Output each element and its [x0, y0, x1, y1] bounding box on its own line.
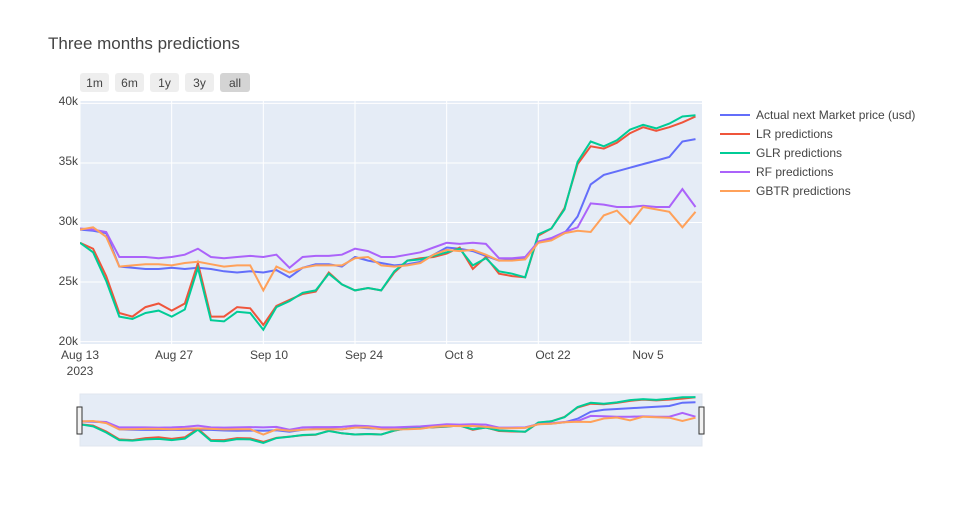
x-tick-label: Nov 5	[632, 348, 664, 362]
x-tick-year-label: 2023	[66, 364, 94, 378]
y-tick-label: 25k	[58, 274, 78, 288]
legend-label: LR predictions	[756, 127, 833, 141]
legend-item-actual[interactable]: Actual next Market price (usd)	[720, 107, 915, 123]
series-line-4	[80, 205, 697, 293]
range-slider-series-3	[79, 411, 696, 431]
x-tick-label: Oct 22	[535, 348, 571, 362]
x-tick-label: Sep 10	[249, 348, 289, 362]
range-button-1y[interactable]: 1y	[150, 73, 179, 92]
y-tick-label: 20k	[58, 334, 78, 348]
legend-swatch	[720, 171, 750, 173]
x-tick-label: Sep 24	[344, 348, 384, 362]
y-tick-label: 40k	[58, 94, 78, 108]
series-line-3	[80, 187, 697, 270]
y-tick-label: 35k	[58, 154, 78, 168]
range-button-all[interactable]: all	[220, 73, 250, 92]
legend-item-gbtr[interactable]: GBTR predictions	[720, 183, 851, 199]
legend-swatch	[720, 190, 750, 192]
legend-label: GBTR predictions	[756, 184, 851, 198]
range-button-3y[interactable]: 3y	[185, 73, 214, 92]
range-slider-series-2	[79, 396, 696, 444]
series-line-0	[80, 138, 696, 279]
legend-item-lr[interactable]: LR predictions	[720, 126, 833, 142]
legend-swatch	[720, 114, 750, 116]
range-slider-left-handle[interactable]	[76, 406, 83, 435]
series-line-2	[80, 114, 696, 332]
x-tick-label: Aug 13	[60, 348, 100, 362]
legend-item-rf[interactable]: RF predictions	[720, 164, 833, 180]
range-button-1m[interactable]: 1m	[80, 73, 109, 92]
legend-swatch	[720, 133, 750, 135]
legend-label: GLR predictions	[756, 146, 843, 160]
range-button-6m[interactable]: 6m	[115, 73, 144, 92]
legend-label: RF predictions	[756, 165, 834, 179]
legend-swatch	[720, 152, 750, 154]
legend-item-glr[interactable]: GLR predictions	[720, 145, 842, 161]
x-tick-label: Aug 27	[154, 348, 194, 362]
chart-title: Three months predictions	[48, 34, 240, 53]
range-slider-series-4	[79, 415, 696, 436]
x-tick-label: Oct 8	[444, 348, 474, 362]
legend-label: Actual next Market price (usd)	[756, 108, 916, 122]
y-tick-label: 30k	[58, 214, 78, 228]
range-slider-right-handle[interactable]	[698, 406, 705, 435]
